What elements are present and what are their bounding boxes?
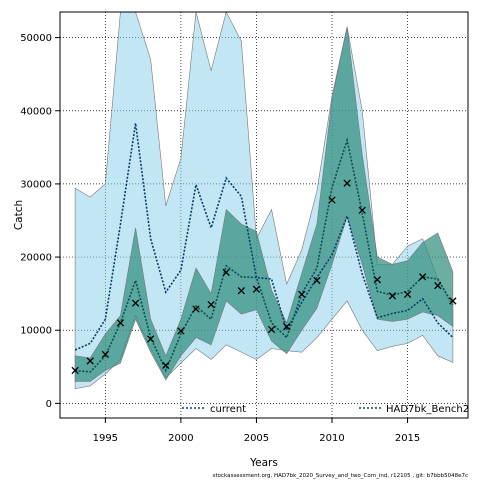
y-axis-title: Catch: [13, 200, 25, 230]
x-axis-title: Years: [249, 457, 278, 469]
data-point-stroke: [222, 268, 230, 277]
y-tick-label: 50000: [20, 33, 52, 44]
data-point-stroke: [267, 325, 276, 334]
y-tick-label: 20000: [20, 253, 52, 264]
data-point: [419, 273, 427, 281]
data-point: [101, 350, 109, 359]
data-point: [328, 196, 336, 204]
x-tick-label: 2015: [395, 433, 420, 444]
data-point-stroke: [313, 276, 321, 285]
data-point: [358, 206, 366, 214]
y-tick-label: 10000: [20, 326, 52, 337]
data-point: [252, 285, 261, 293]
data-point: [192, 305, 200, 313]
data-point-stroke: [101, 350, 109, 359]
confidence-band-bench: [74, 26, 454, 382]
data-point-stroke: [162, 361, 170, 369]
legend-label-bench: HAD7bk_Bench2: [386, 404, 469, 415]
legend-label-current: current: [210, 404, 246, 415]
data-point: [237, 287, 245, 295]
data-point: [388, 292, 397, 300]
data-point-stroke: [388, 292, 397, 300]
data-point: [222, 268, 230, 277]
x-tick-label: 1995: [93, 433, 118, 444]
series-lines: [74, 123, 454, 373]
data-points: [71, 179, 457, 375]
plot-frame: [59, 11, 469, 419]
data-point-stroke: [343, 179, 351, 187]
data-point-stroke: [419, 273, 427, 281]
data-point-stroke: [373, 276, 381, 284]
data-point: [131, 299, 140, 307]
data-point-stroke: [207, 300, 215, 309]
data-point: [343, 179, 351, 187]
data-point-stroke: [358, 206, 366, 214]
x-tick-label: 2000: [168, 433, 193, 444]
y-tick-label: 0: [46, 399, 52, 410]
data-point-stroke: [434, 281, 442, 290]
data-point: [86, 357, 94, 365]
x-tick-label: 2010: [319, 433, 344, 444]
series-line-bench: [75, 136, 454, 373]
data-point: [283, 322, 291, 331]
data-point: [373, 276, 381, 284]
footnote: stockassessment.org, HAD7bk_2020_Survey_…: [213, 473, 468, 479]
data-point: [267, 325, 276, 334]
confidence-band-current: [74, 11, 454, 390]
data-point: [449, 297, 457, 305]
data-point-stroke: [116, 319, 125, 327]
data-point-stroke: [298, 290, 306, 299]
data-point: [116, 319, 125, 327]
data-point-stroke: [71, 366, 79, 375]
data-point-stroke: [86, 357, 94, 365]
data-point: [298, 290, 306, 299]
data-point-stroke: [147, 335, 155, 343]
x-tick-label: 2005: [244, 433, 269, 444]
data-point: [313, 276, 321, 285]
data-point-stroke: [237, 287, 245, 295]
data-point: [71, 366, 79, 375]
data-point-stroke: [449, 297, 457, 305]
data-point: [162, 361, 170, 369]
data-point: [207, 300, 215, 309]
y-axis: 0 10000 20000 30000 40000 50000: [20, 33, 60, 410]
confidence-bands: [74, 11, 454, 390]
data-point-stroke: [177, 327, 185, 335]
data-point: [177, 327, 185, 335]
data-point-stroke: [131, 299, 140, 307]
data-point-stroke: [403, 290, 412, 299]
x-axis: 1995 2000 2005 2010 2015: [93, 418, 420, 444]
data-point-stroke: [252, 285, 261, 293]
data-point: [434, 281, 442, 290]
data-point: [147, 335, 155, 343]
y-tick-label: 30000: [20, 179, 52, 190]
data-point: [403, 290, 412, 299]
y-tick-label: 40000: [20, 106, 52, 117]
data-point-stroke: [328, 196, 336, 204]
data-point-stroke: [283, 322, 291, 331]
legend: current HAD7bk_Bench2: [182, 404, 469, 415]
data-point-stroke: [192, 305, 200, 313]
